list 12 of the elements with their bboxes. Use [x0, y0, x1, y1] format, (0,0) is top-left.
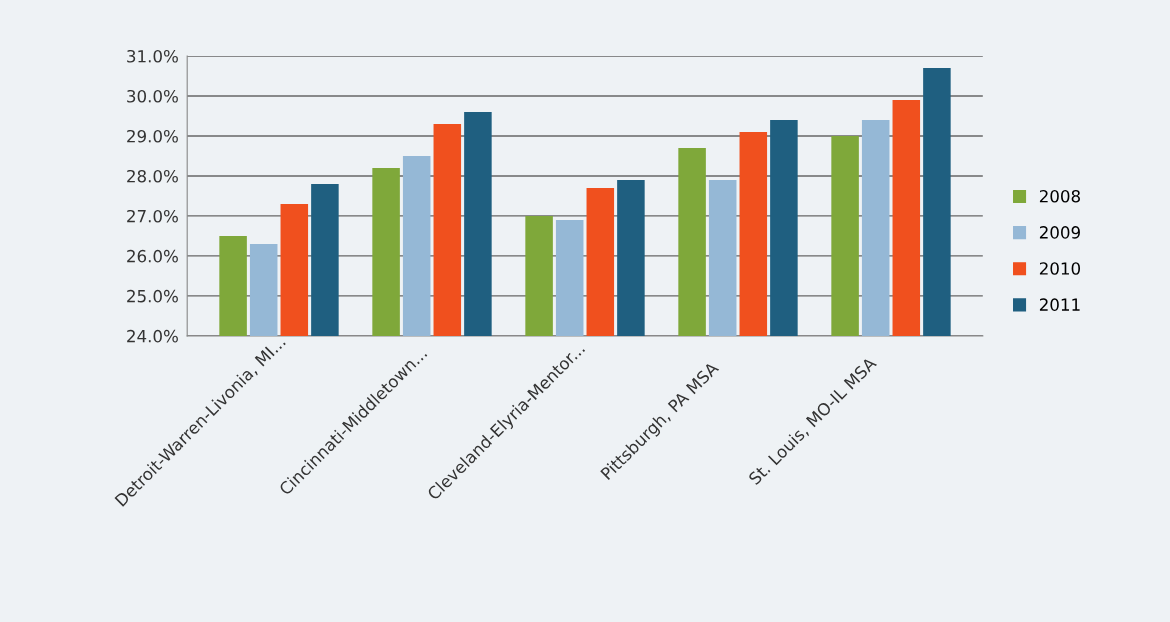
y-tick-label: 28.0% — [127, 169, 178, 183]
y-tick-label: 25.0% — [127, 289, 178, 303]
legend-label: 2011 — [1039, 298, 1080, 311]
y-tick-label: 30.0% — [127, 89, 178, 103]
legend-label: 2010 — [1039, 262, 1081, 275]
y-tick-label: 24.0% — [127, 329, 178, 343]
y-tick-label: 26.0% — [127, 249, 178, 263]
y-tick-label: 31.0% — [127, 49, 178, 63]
y-tick-label: 27.0% — [127, 209, 178, 223]
legend-label: 2008 — [1039, 189, 1080, 203]
y-tick-label: 29.0% — [127, 129, 178, 143]
legend-label: 2009 — [1039, 226, 1080, 239]
